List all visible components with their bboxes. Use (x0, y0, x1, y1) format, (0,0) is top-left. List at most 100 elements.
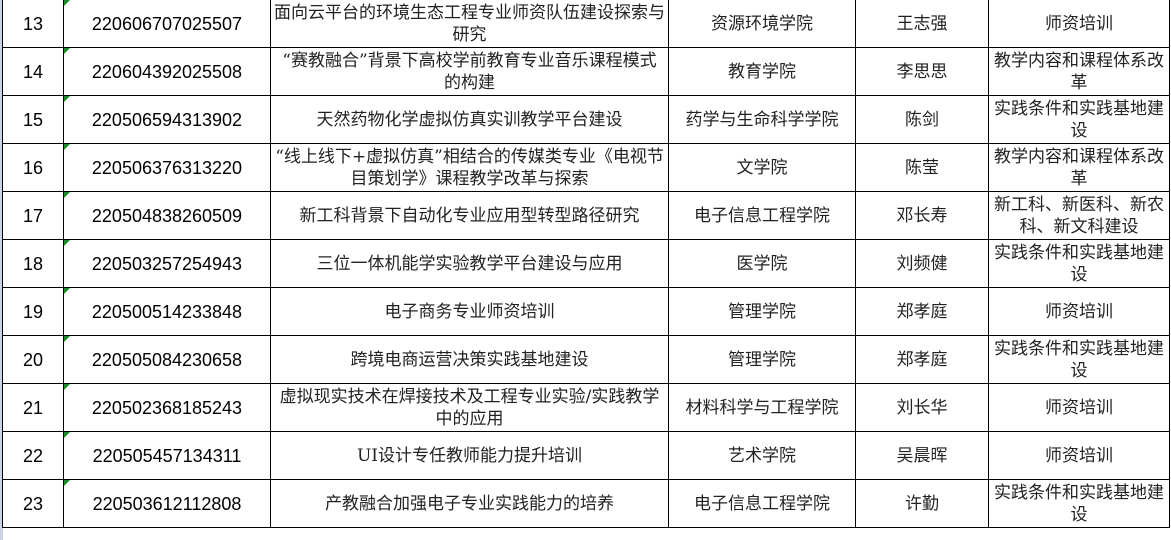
row-number-cell[interactable]: 22 (2, 431, 64, 480)
project-code-cell-text: 220505084230658 (91, 349, 243, 370)
college-cell[interactable]: 艺术学院 (668, 431, 856, 480)
project-code-cell[interactable]: 220503612112808 (63, 479, 271, 528)
project-code-cell[interactable]: 220504838260509 (63, 191, 271, 240)
category-cell[interactable]: 师资培训 (988, 0, 1170, 48)
college-cell-text: 电子信息工程学院 (694, 493, 830, 514)
category-cell-text: 教学内容和课程体系改革 (994, 146, 1164, 189)
row-number-cell[interactable]: 23 (2, 479, 64, 528)
row-number-cell[interactable]: 14 (2, 47, 64, 96)
category-cell[interactable]: 新工科、新医科、新农科、新文科建设 (988, 191, 1170, 240)
project-title-cell-text: 天然药物化学虚拟仿真实训教学平台建设 (316, 109, 623, 130)
row-number-cell[interactable]: 16 (2, 143, 64, 192)
table-row: 22 220505457134311 UI设计专任教师能力提升培训 艺术学院 吴晨晖 师资… (2, 431, 1170, 480)
row-number-cell[interactable]: 21 (2, 383, 64, 432)
table-row: 17 220504838260509 新工科背景下自动化专业应用型转型路径研究 电子信… (2, 191, 1170, 240)
project-code-cell[interactable]: 220502368185243 (63, 383, 271, 432)
project-code-cell[interactable]: 220506594313902 (63, 95, 271, 144)
project-code-cell-text: 220504838260509 (91, 205, 243, 226)
project-title-cell[interactable]: “赛教融合”背景下高校学前教育专业音乐课程模式的构建 (270, 47, 669, 96)
college-cell-text: 药学与生命科学学院 (685, 109, 839, 130)
category-cell[interactable]: 实践条件和实践基地建设 (988, 335, 1170, 384)
leader-cell[interactable]: 刘长华 (855, 383, 989, 432)
error-indicator-icon (64, 336, 70, 342)
college-cell-text: 电子信息工程学院 (694, 205, 830, 226)
leader-cell[interactable]: 郑孝庭 (855, 287, 989, 336)
category-cell[interactable]: 实践条件和实践基地建设 (988, 239, 1170, 288)
row-number-cell[interactable]: 15 (2, 95, 64, 144)
project-title-cell[interactable]: 电子商务专业师资培训 (270, 287, 669, 336)
leader-cell[interactable]: 刘频健 (855, 239, 989, 288)
project-title-cell-text: 新工科背景下自动化专业应用型转型路径研究 (299, 205, 640, 226)
category-cell-text: 实践条件和实践基地建设 (994, 98, 1164, 141)
leader-cell[interactable]: 王志强 (855, 0, 989, 48)
table-row: 18 220503257254943 三位一体机能学实验教学平台建设与应用 医学院 刘频… (2, 239, 1170, 288)
leader-cell[interactable]: 陈剑 (855, 95, 989, 144)
leader-cell[interactable]: 吴晨晖 (855, 431, 989, 480)
project-title-cell[interactable]: 三位一体机能学实验教学平台建设与应用 (270, 239, 669, 288)
category-cell[interactable]: 教学内容和课程体系改革 (988, 47, 1170, 96)
error-indicator-icon (64, 192, 70, 198)
category-cell[interactable]: 实践条件和实践基地建设 (988, 479, 1170, 528)
leader-cell[interactable]: 李思思 (855, 47, 989, 96)
category-cell[interactable]: 教学内容和课程体系改革 (988, 143, 1170, 192)
row-number-cell[interactable]: 19 (2, 287, 64, 336)
row-number-cell[interactable]: 17 (2, 191, 64, 240)
project-title-cell[interactable]: 新工科背景下自动化专业应用型转型路径研究 (270, 191, 669, 240)
row-number-cell-text: 16 (22, 157, 44, 178)
category-cell[interactable]: 实践条件和实践基地建设 (988, 95, 1170, 144)
college-cell[interactable]: 电子信息工程学院 (668, 479, 856, 528)
leader-cell-text: 刘长华 (896, 397, 948, 418)
row-number-cell-text: 23 (22, 493, 44, 514)
leader-cell[interactable]: 邓长寿 (855, 191, 989, 240)
college-cell[interactable]: 医学院 (668, 239, 856, 288)
row-number-cell[interactable]: 18 (2, 239, 64, 288)
project-code-cell[interactable]: 220606707025507 (63, 0, 271, 48)
college-cell[interactable]: 管理学院 (668, 335, 856, 384)
error-indicator-icon (64, 48, 70, 54)
project-table: 13 220606707025507 面向云平台的环境生态工程专业师资队伍建设探索与… (2, 0, 1170, 528)
table-row: 20 220505084230658 跨境电商运营决策实践基地建设 管理学院 郑孝庭 实践… (2, 335, 1170, 384)
error-indicator-icon (64, 96, 70, 102)
project-code-cell[interactable]: 220503257254943 (63, 239, 271, 288)
leader-cell[interactable]: 陈莹 (855, 143, 989, 192)
project-code-cell-text: 220604392025508 (91, 61, 243, 82)
row-number-cell-text: 20 (22, 349, 44, 370)
row-number-cell[interactable]: 13 (2, 0, 64, 48)
table-row: 23 220503612112808 产教融合加强电子专业实践能力的培养 电子信息工程… (2, 479, 1170, 528)
leader-cell-text: 吴晨晖 (896, 445, 948, 466)
category-cell-text: 实践条件和实践基地建设 (994, 242, 1164, 285)
category-cell[interactable]: 师资培训 (988, 383, 1170, 432)
college-cell[interactable]: 药学与生命科学学院 (668, 95, 856, 144)
project-title-cell[interactable]: 跨境电商运营决策实践基地建设 (270, 335, 669, 384)
leader-cell[interactable]: 郑孝庭 (855, 335, 989, 384)
college-cell[interactable]: 材料科学与工程学院 (668, 383, 856, 432)
row-number-cell[interactable]: 20 (2, 335, 64, 384)
college-cell[interactable]: 资源环境学院 (668, 0, 856, 48)
project-code-cell[interactable]: 220500514233848 (63, 287, 271, 336)
leader-cell[interactable]: 许勤 (855, 479, 989, 528)
leader-cell-text: 邓长寿 (896, 205, 948, 226)
error-indicator-icon (64, 240, 70, 246)
category-cell[interactable]: 师资培训 (988, 431, 1170, 480)
project-code-cell[interactable]: 220506376313220 (63, 143, 271, 192)
project-title-cell[interactable]: 产教融合加强电子专业实践能力的培养 (270, 479, 669, 528)
project-title-cell[interactable]: UI设计专任教师能力提升培训 (270, 431, 669, 480)
college-cell[interactable]: 电子信息工程学院 (668, 191, 856, 240)
project-title-cell[interactable]: 天然药物化学虚拟仿真实训教学平台建设 (270, 95, 669, 144)
college-cell[interactable]: 文学院 (668, 143, 856, 192)
category-cell-text: 师资培训 (1045, 13, 1113, 34)
project-title-cell[interactable]: 面向云平台的环境生态工程专业师资队伍建设探索与研究 (270, 0, 669, 48)
row-number-cell-text: 17 (22, 205, 44, 226)
category-cell-text: 教学内容和课程体系改革 (994, 50, 1164, 93)
project-code-cell[interactable]: 220505457134311 (63, 431, 271, 480)
college-cell-text: 艺术学院 (728, 445, 796, 466)
project-title-cell[interactable]: “线上线下+虚拟仿真”相结合的传媒类专业《电视节目策划学》课程教学改革与探索 (270, 143, 669, 192)
college-cell[interactable]: 管理学院 (668, 287, 856, 336)
college-cell[interactable]: 教育学院 (668, 47, 856, 96)
project-code-cell[interactable]: 220505084230658 (63, 335, 271, 384)
project-title-cell-text: 跨境电商运营决策实践基地建设 (350, 349, 589, 370)
category-cell[interactable]: 师资培训 (988, 287, 1170, 336)
project-code-cell[interactable]: 220604392025508 (63, 47, 271, 96)
project-title-cell[interactable]: 虚拟现实技术在焊接技术及工程专业实验/实践教学中的应用 (270, 383, 669, 432)
project-code-cell-text: 220503612112808 (92, 493, 242, 514)
